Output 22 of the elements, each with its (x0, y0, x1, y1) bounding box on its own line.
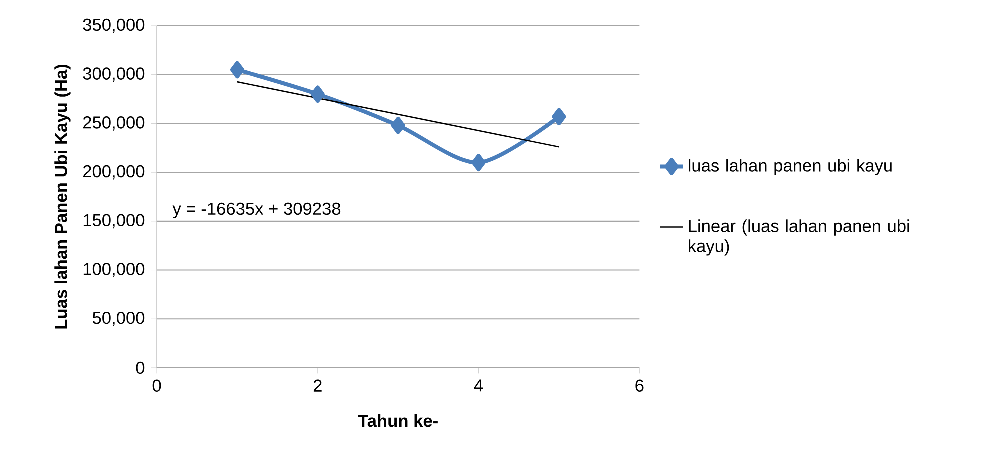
y-tick-label: 350,000 (83, 18, 145, 34)
y-axis-title: Luas lahan Panen Ubi Kayu (Ha) (54, 64, 71, 329)
point (391, 116, 406, 134)
legend-label: luas lahan panen ubi kayu (689, 159, 892, 176)
point (230, 61, 244, 79)
y-tick-label: 0 (136, 362, 145, 374)
y-tick-label: 300,000 (83, 68, 145, 82)
y-tick-label: 250,000 (83, 116, 145, 131)
point (310, 86, 325, 104)
point (472, 154, 486, 172)
x-tick-label: 0 (152, 380, 162, 392)
x-tick-label: 4 (474, 380, 484, 392)
point (552, 108, 566, 126)
legend-label: Linear (luas lahan panen ubi kayu) (689, 220, 910, 256)
y-tick-label: 150,000 (84, 214, 145, 229)
x-tick-label: 2 (314, 380, 322, 392)
y-tick-label: 50,000 (92, 312, 145, 326)
y-tick-label: 200,000 (83, 165, 145, 180)
x-axis-title: Tahun ke- (358, 414, 438, 428)
annotation: y = -16635x + 309238 (172, 202, 341, 219)
y-tick-label: 100,000 (84, 263, 145, 278)
x-tick-label: 6 (636, 380, 644, 392)
